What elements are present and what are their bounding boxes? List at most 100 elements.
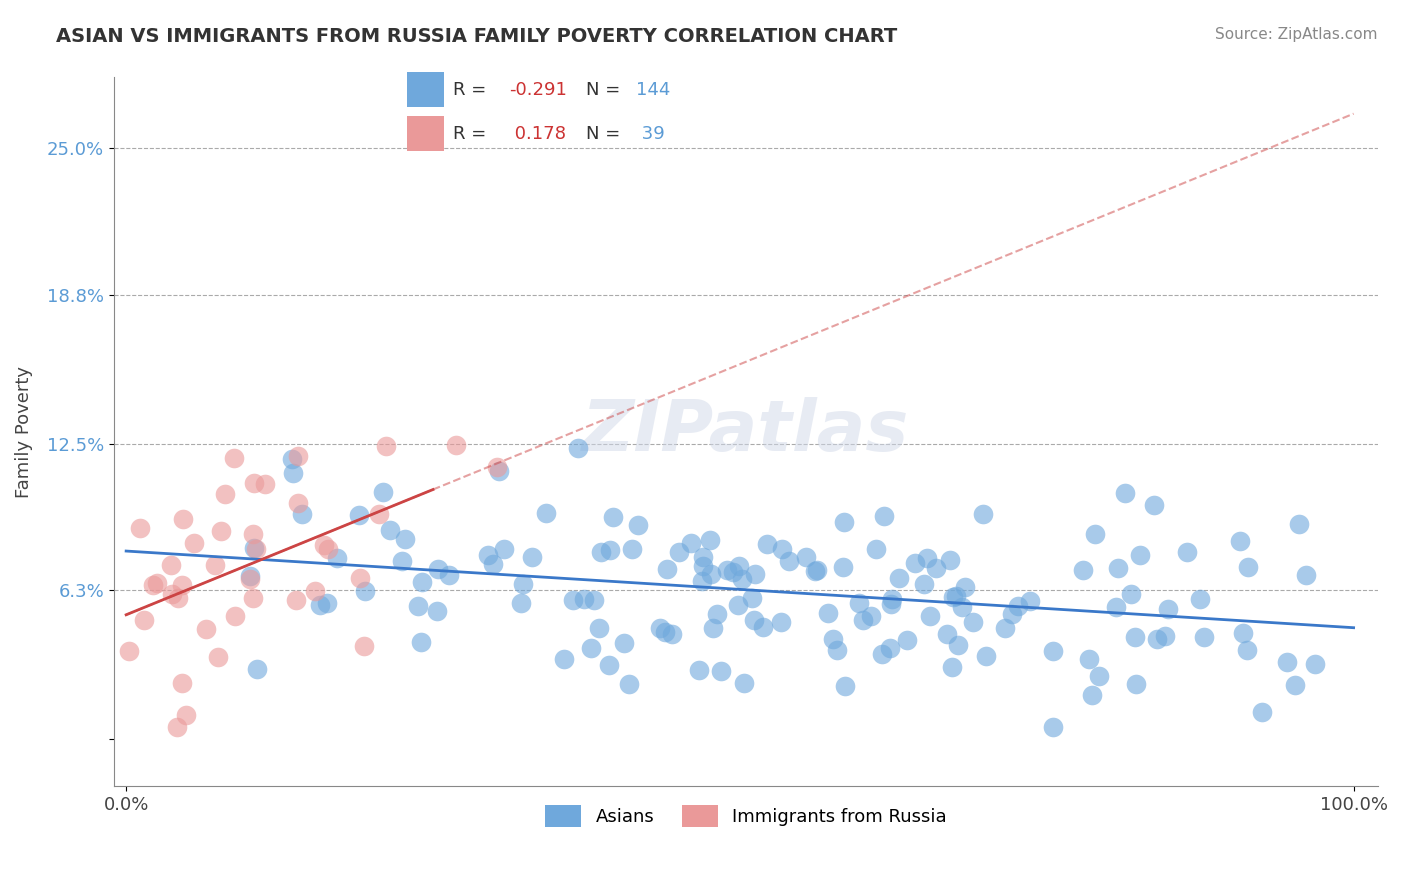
Asians	[962, 615, 984, 629]
Immigrants from Russia	[176, 707, 198, 722]
Asians	[1303, 657, 1326, 672]
Asians	[873, 508, 896, 523]
Asians	[512, 577, 534, 591]
Immigrants from Russia	[287, 496, 309, 510]
Asians	[727, 559, 749, 574]
Asians	[1250, 705, 1272, 719]
Immigrants from Russia	[214, 486, 236, 500]
Immigrants from Russia	[166, 720, 188, 734]
Immigrants from Russia	[160, 558, 183, 572]
Asians	[1080, 688, 1102, 702]
Asians	[1107, 560, 1129, 574]
Asians	[825, 643, 848, 657]
Immigrants from Russia	[314, 538, 336, 552]
Immigrants from Russia	[239, 572, 262, 586]
Immigrants from Russia	[222, 451, 245, 466]
Immigrants from Russia	[367, 507, 389, 521]
Asians	[755, 537, 778, 551]
Immigrants from Russia	[118, 644, 141, 658]
Asians	[896, 632, 918, 647]
Asians	[741, 591, 763, 605]
Asians	[831, 560, 853, 574]
Asians	[1288, 517, 1310, 532]
Text: 39: 39	[636, 125, 665, 143]
Asians	[591, 545, 613, 559]
Asians	[534, 507, 557, 521]
Asians	[477, 548, 499, 562]
Asians	[411, 574, 433, 589]
Asians	[281, 451, 304, 466]
Asians	[1232, 625, 1254, 640]
Asians	[939, 553, 962, 567]
Asians	[994, 621, 1017, 635]
Asians	[426, 604, 449, 618]
Asians	[834, 515, 856, 529]
Text: N =: N =	[586, 81, 626, 99]
Asians	[848, 596, 870, 610]
Asians	[1157, 602, 1180, 616]
Asians	[1019, 594, 1042, 608]
Asians	[1042, 720, 1064, 734]
Asians	[733, 676, 755, 690]
Asians	[1189, 591, 1212, 606]
Asians	[692, 550, 714, 565]
Asians	[1275, 655, 1298, 669]
Asians	[769, 615, 792, 629]
Asians	[721, 566, 744, 580]
Asians	[942, 590, 965, 604]
Text: -0.291: -0.291	[509, 81, 567, 99]
Asians	[621, 541, 644, 556]
Immigrants from Russia	[304, 584, 326, 599]
Asians	[354, 584, 377, 599]
Asians	[692, 558, 714, 573]
Text: 144: 144	[636, 81, 671, 99]
Asians	[679, 536, 702, 550]
Asians	[582, 593, 605, 607]
Asians	[245, 662, 267, 676]
Asians	[865, 542, 887, 557]
Asians	[1284, 678, 1306, 692]
Asians	[879, 597, 901, 611]
Immigrants from Russia	[183, 536, 205, 550]
Immigrants from Russia	[132, 613, 155, 627]
Asians	[806, 563, 828, 577]
Immigrants from Russia	[166, 591, 188, 605]
Asians	[380, 523, 402, 537]
Asians	[574, 591, 596, 606]
Asians	[872, 647, 894, 661]
Text: Source: ZipAtlas.com: Source: ZipAtlas.com	[1215, 27, 1378, 42]
Asians	[602, 509, 624, 524]
Legend: Asians, Immigrants from Russia: Asians, Immigrants from Russia	[538, 797, 955, 834]
Asians	[1143, 498, 1166, 512]
Asians	[1175, 545, 1198, 559]
Asians	[437, 567, 460, 582]
Immigrants from Russia	[204, 558, 226, 573]
Asians	[522, 550, 544, 565]
Immigrants from Russia	[349, 571, 371, 585]
Asians	[1114, 485, 1136, 500]
Text: 0.178: 0.178	[509, 125, 567, 143]
Asians	[510, 596, 533, 610]
Asians	[494, 541, 516, 556]
Immigrants from Russia	[253, 476, 276, 491]
Asians	[852, 613, 875, 627]
Asians	[371, 485, 394, 500]
Asians	[1105, 600, 1128, 615]
Asians	[1001, 607, 1024, 621]
Asians	[588, 621, 610, 635]
Asians	[727, 599, 749, 613]
Asians	[688, 663, 710, 677]
Asians	[936, 626, 959, 640]
Immigrants from Russia	[444, 438, 467, 452]
Immigrants from Russia	[160, 586, 183, 600]
Immigrants from Russia	[242, 591, 264, 606]
Asians	[770, 542, 793, 557]
Asians	[972, 508, 994, 522]
Asians	[823, 632, 845, 646]
Asians	[700, 567, 723, 582]
Asians	[690, 574, 713, 588]
Asians	[1295, 567, 1317, 582]
Asians	[950, 599, 973, 614]
Asians	[326, 551, 349, 566]
Immigrants from Russia	[316, 541, 339, 556]
